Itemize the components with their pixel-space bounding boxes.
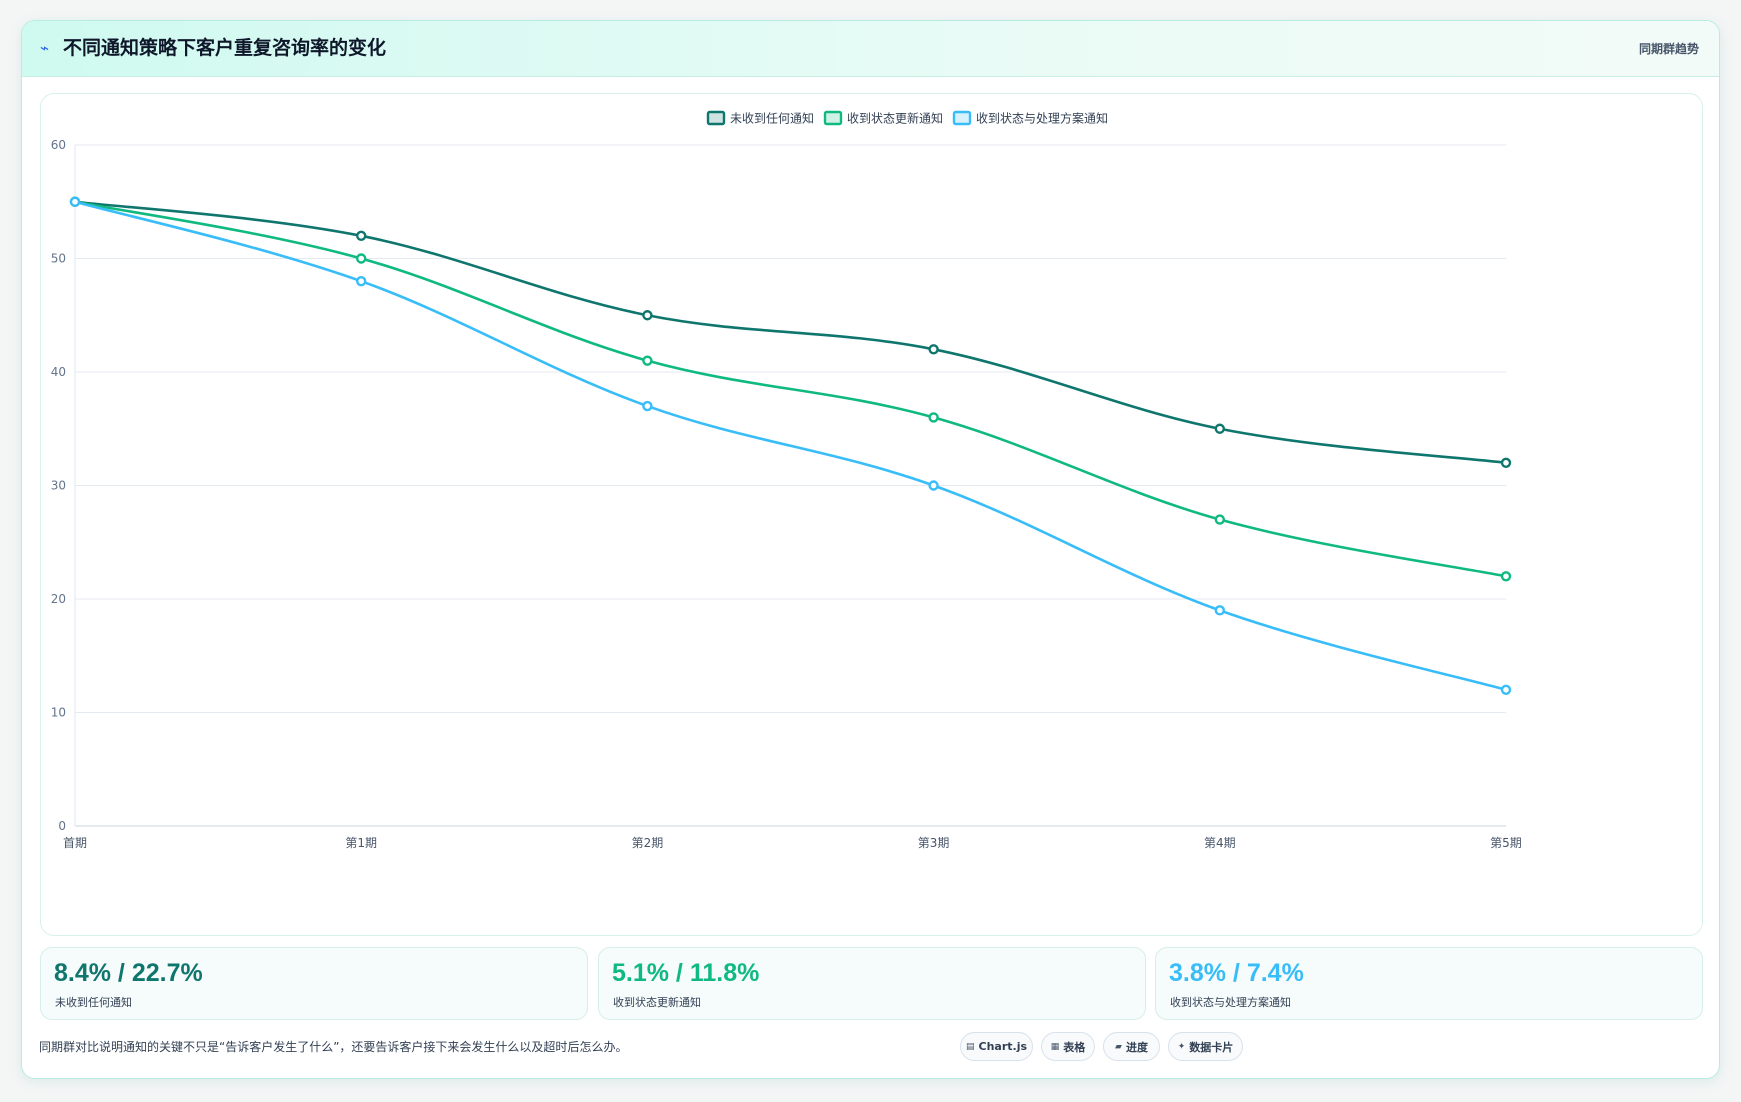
trend-icon: ⌁ [40, 39, 50, 57]
y-tick-label: 50 [51, 252, 66, 266]
legend-item[interactable]: 收到状态更新通知 [823, 110, 943, 126]
legend-label: 未收到任何通知 [730, 112, 814, 126]
page-title: 不同通知策略下客户重复咨询率的变化 [63, 37, 387, 59]
header-tag: 同期群趋势 [1638, 42, 1699, 56]
data-point [356, 275, 367, 287]
data-point [642, 400, 653, 412]
line-chart: 0 10 20 30 40 50 60 首期 第1期 第2期 第3期 第4期 第5期 未收到任何通知 收到… [51, 110, 1522, 851]
data-point [356, 230, 367, 242]
stat-value: 8.4% / 22.7% [54, 959, 203, 987]
chip-label: 数据卡片 [1189, 1040, 1234, 1054]
x-tick-label: 第2期 [632, 836, 664, 850]
y-tick-label: 20 [51, 592, 66, 606]
legend-label: 收到状态与处理方案通知 [976, 111, 1108, 126]
legend-swatch [952, 110, 972, 126]
x-tick-label: 第5期 [1490, 836, 1522, 850]
chip-data-cards[interactable]: ✦ 数据卡片 [1168, 1032, 1243, 1061]
chip-label: Chart.js [978, 1040, 1028, 1053]
data-point [1214, 514, 1226, 525]
chip-label: 进度 [1125, 1040, 1148, 1054]
chip-table[interactable]: ▦ 表格 [1041, 1032, 1095, 1061]
legend-item[interactable]: 未收到任何通知 [706, 110, 814, 126]
x-tick-label: 首期 [63, 836, 87, 850]
table-icon: ▦ [1050, 1041, 1060, 1052]
stat-card-no-notice: 8.4% / 22.7% 未收到任何通知 [40, 947, 588, 1020]
y-tick-label: 30 [51, 479, 66, 493]
legend-label: 收到状态更新通知 [847, 111, 943, 126]
series-layer [69, 196, 1512, 695]
data-point [928, 480, 939, 491]
stat-value: 3.8% / 7.4% [1169, 959, 1304, 987]
grid-layer [74, 144, 1506, 827]
data-point [1500, 571, 1512, 582]
data-point [1214, 423, 1226, 434]
data-point [1214, 605, 1226, 616]
y-tick-label: 40 [51, 365, 66, 379]
chart-card: ⌁ 不同通知策略下客户重复咨询率的变化 同期群趋势 0 10 20 30 40 50 60 首… [21, 20, 1720, 1079]
progress-icon: ▰ [1115, 1041, 1122, 1052]
stat-label: 收到状态更新通知 [613, 996, 701, 1009]
series-line [74, 200, 1507, 465]
y-tick-label: 10 [51, 706, 66, 720]
legend-swatch [823, 110, 843, 126]
legend-swatch [706, 110, 726, 126]
stat-value: 5.1% / 11.8% [612, 959, 760, 987]
stat-card-status-update: 5.1% / 11.8% 收到状态更新通知 [598, 947, 1146, 1020]
footnote: 同期群对比说明通知的关键不只是“告诉客户发生了什么”，还要告诉客户接下来会发生什… [39, 1040, 628, 1054]
data-point [642, 355, 653, 366]
stat-card-status-and-plan: 3.8% / 7.4% 收到状态与处理方案通知 [1155, 947, 1703, 1020]
x-tick-label: 第1期 [345, 836, 377, 850]
legend[interactable]: 未收到任何通知 收到状态更新通知 收到状态与处理方案通知 [706, 110, 1108, 126]
data-point [928, 412, 939, 423]
data-point [356, 253, 367, 264]
chip-chartjs[interactable]: ▤ Chart.js [960, 1032, 1033, 1061]
axis-layer: 0 10 20 30 40 50 60 首期 第1期 第2期 第3期 第4期 第5期 [51, 138, 1522, 850]
series-3 [69, 196, 1512, 695]
x-tick-label: 第3期 [918, 836, 950, 850]
series-line [74, 200, 1507, 578]
data-point [69, 196, 81, 207]
chip-progress[interactable]: ▰ 进度 [1103, 1032, 1160, 1061]
x-tick-label: 第4期 [1204, 836, 1236, 850]
series-1 [69, 196, 1512, 468]
sparkle-icon: ✦ [1177, 1041, 1186, 1052]
stat-label: 收到状态与处理方案通知 [1170, 996, 1291, 1009]
data-point [1500, 457, 1512, 468]
data-point [642, 310, 653, 321]
series-2 [69, 196, 1512, 582]
y-tick-label: 0 [58, 819, 66, 833]
legend-item[interactable]: 收到状态与处理方案通知 [952, 110, 1108, 126]
stat-label: 未收到任何通知 [55, 996, 132, 1009]
chart-icon: ▤ [965, 1041, 975, 1052]
data-point [928, 344, 939, 355]
chart-panel: 0 10 20 30 40 50 60 首期 第1期 第2期 第3期 第4期 第5期 未收到任何通知 收到… [40, 93, 1703, 936]
series-line [74, 200, 1507, 692]
card-header: ⌁ 不同通知策略下客户重复咨询率的变化 同期群趋势 [22, 21, 1719, 77]
chip-label: 表格 [1063, 1040, 1086, 1054]
y-tick-label: 60 [51, 138, 66, 152]
data-point [1500, 684, 1512, 695]
